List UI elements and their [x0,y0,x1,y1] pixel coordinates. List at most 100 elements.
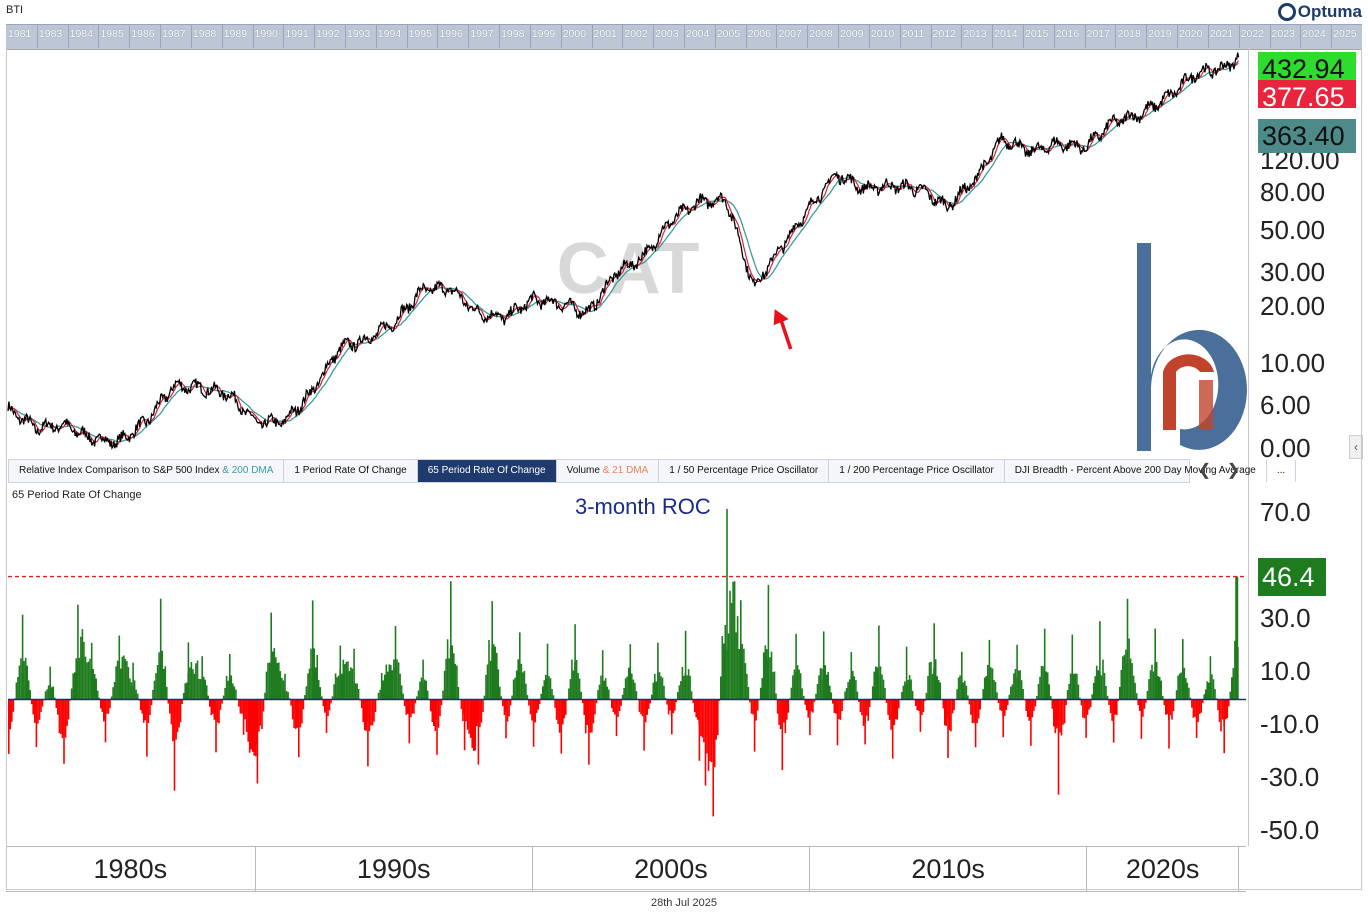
roc-bar [764,645,767,700]
chevron-right-icon[interactable]: ❯ [1226,462,1241,479]
roc-bar [215,699,217,721]
year-separator [684,25,685,49]
chevron-left-icon[interactable]: ❮ [1197,462,1212,479]
roc-bar [1163,699,1166,706]
roc-bar [57,699,59,715]
indicator-tab[interactable]: 1 / 50 Percentage Price Oscillator [659,460,830,482]
price-chart[interactable]: CAT [0,0,1368,460]
roc-bar [514,677,516,700]
roc-bar [558,699,561,733]
roc-bar [149,699,151,715]
roc-bar [20,658,22,700]
roc-bar [127,667,130,700]
roc-bar [562,699,564,725]
roc-bar [786,699,788,720]
roc-bar [448,658,450,700]
roc-bar [311,667,314,700]
roc-bar [419,681,421,700]
roc-bar [922,699,925,713]
roc-bar [296,699,298,728]
roc-bar [311,600,314,700]
roc-bar [957,677,960,700]
roc-bar [173,699,176,791]
indicator-tab[interactable]: Volume & 21 DMA [557,460,660,482]
roc-bar [81,629,84,700]
indicator-tab[interactable]: 65 Period Rate Of Change [417,460,557,482]
roc-bar [317,680,320,700]
roc-bar [925,692,928,700]
year-separator [1207,25,1209,49]
roc-bar [953,699,955,711]
roc-bar [219,699,222,710]
indicator-tab[interactable]: Relative Index Comparison to S&P 500 Ind… [9,460,285,482]
roc-bar [627,667,630,700]
indicator-tab[interactable]: ... [1267,460,1297,482]
year-label: 2012 [932,28,956,40]
roc-bar [781,699,783,724]
roc-bar [426,690,429,700]
roc-bar [979,699,981,710]
roc-bar [479,699,481,728]
roc-bar [706,699,708,754]
roc-bar [420,677,423,700]
roc-bar [403,699,406,706]
roc-bar [1122,656,1124,700]
roc-bar [999,699,1001,711]
year-separator [807,25,809,49]
roc-bar [489,660,492,700]
roc-bar [1085,699,1087,738]
roc-bar [1131,663,1133,700]
indicator-tab[interactable]: 1 Period Rate Of Change [284,460,418,482]
roc-bar [931,673,934,700]
panel-collapse-handle[interactable]: ‹ [1349,435,1363,459]
roc-bar [1162,696,1164,700]
roc-bar [247,699,249,742]
roc-bar [189,667,191,700]
roc-bar [1158,677,1161,700]
roc-bar [66,699,68,726]
roc-bar [41,699,44,707]
roc-bar [1002,699,1004,738]
roc-bar [281,677,283,700]
year-timeline-strip[interactable]: 1981 1983 1984 1985 1986 1987 1988 1989 1990 1991… [6,24,1362,50]
roc-bar [965,685,968,700]
roc-bar [416,696,418,700]
roc-bar [1129,658,1132,700]
roc-bar [1034,699,1037,707]
roc-bar [185,682,188,700]
roc-bar [526,695,529,700]
year-separator [437,25,439,49]
top-bar: BTI Optuma [0,0,1368,24]
roc-bar [460,699,463,710]
roc-bar [686,675,688,700]
year-label: 2010 [870,28,895,40]
indicator-tab[interactable]: DJI Breadth - Percent Above 200 Day Movi… [1005,460,1267,482]
roc-bar [746,673,748,700]
roc-bar [546,643,549,700]
roc-bar [436,699,438,721]
roc-bar [623,688,625,700]
roc-bar [1100,675,1103,700]
roc-bar [1206,681,1208,700]
roc-bar [589,699,592,733]
roc-bar [1125,649,1127,700]
year-label: 2018 [1117,28,1141,40]
roc-bar [106,699,108,714]
roc-bar [1037,683,1040,700]
roc-bar [1169,699,1172,716]
roc-bar [373,699,375,722]
roc-bar [988,679,991,700]
roc-bar [505,699,507,713]
roc-bar [1026,699,1029,717]
roc-bar [202,676,205,700]
roc-bar [959,675,961,700]
year-separator [1146,25,1148,49]
roc-bar [1235,647,1238,700]
roc-bar [933,623,935,700]
roc-bar [1237,647,1239,700]
indicator-tab-label: DJI Breadth - Percent Above 200 Day Movi… [1014,465,1256,476]
roc-bar [325,699,328,733]
indicator-tab[interactable]: 1 / 200 Percentage Price Oscillator [829,460,1005,482]
roc-bar [475,699,478,727]
roc-bar [58,699,61,734]
